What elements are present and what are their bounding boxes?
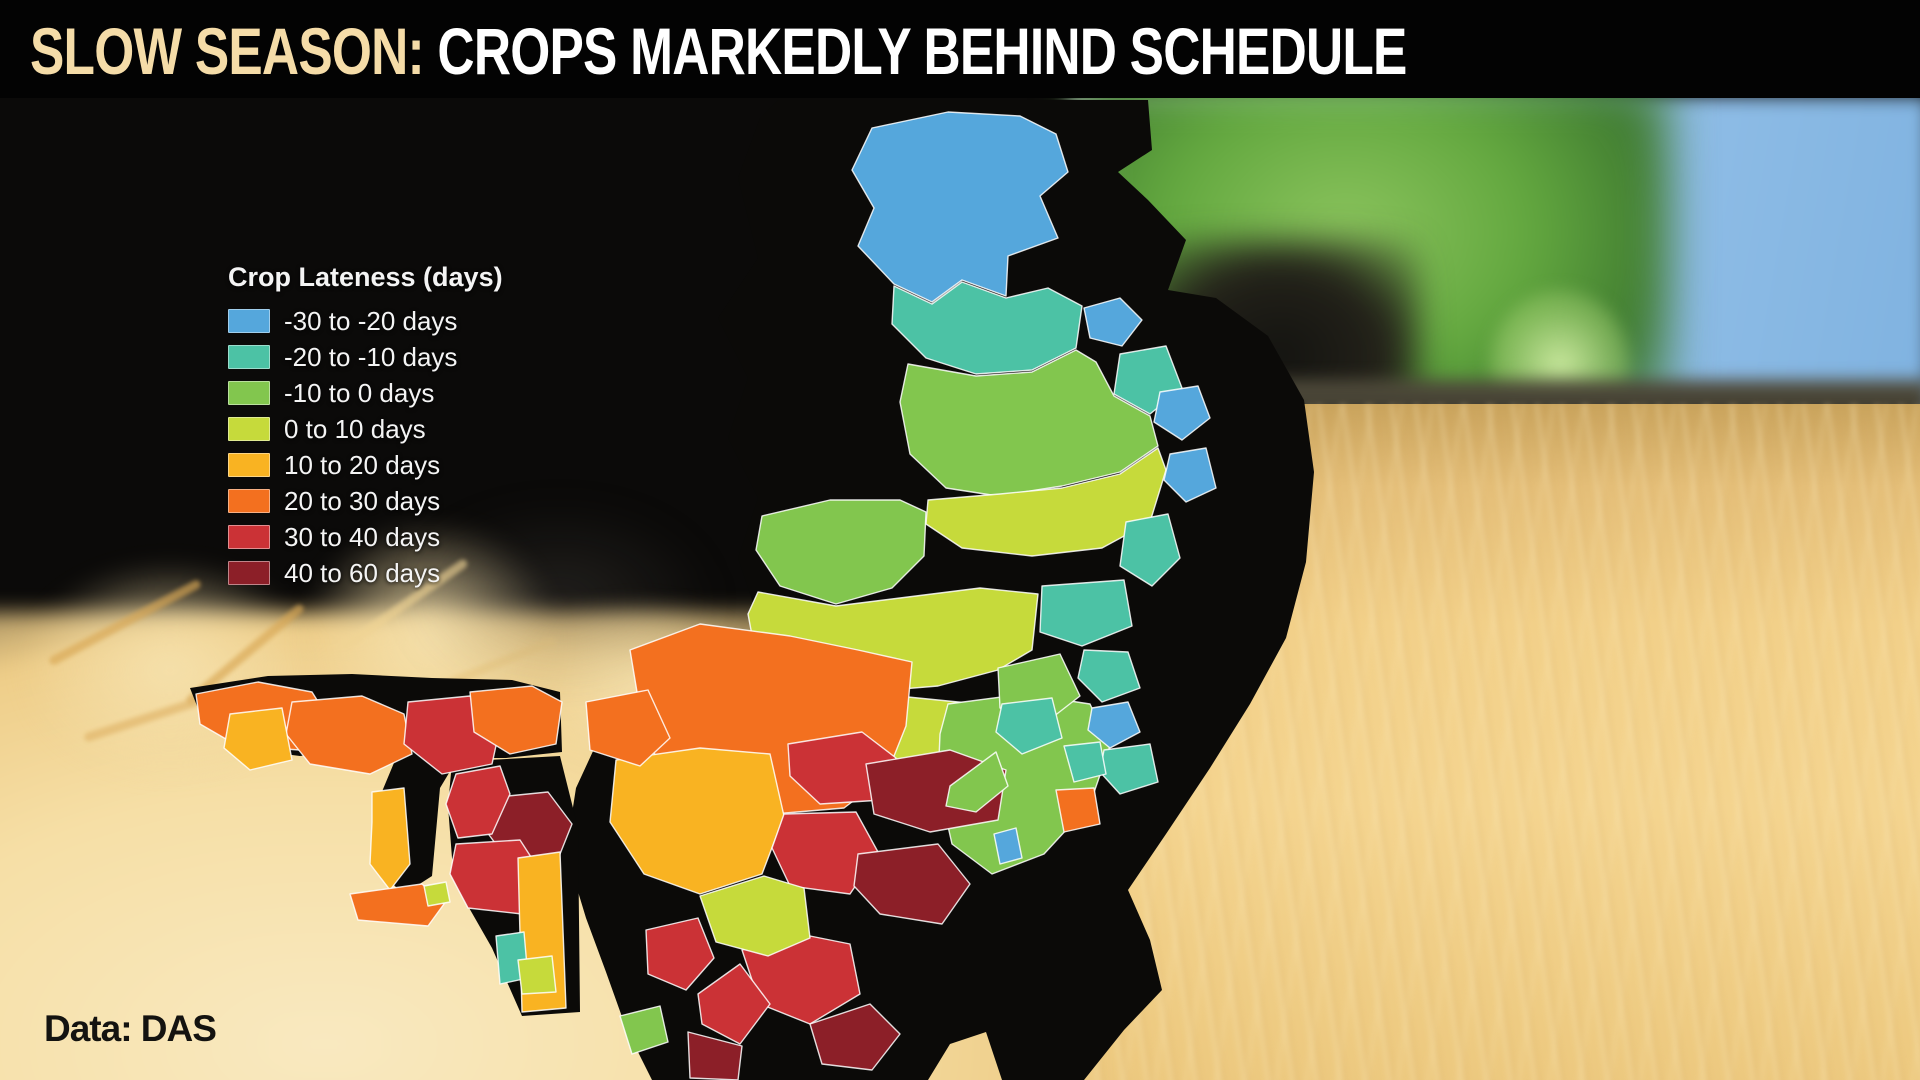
map-region (445, 765, 511, 839)
legend-label: -30 to -20 days (284, 305, 458, 336)
map-region (697, 963, 771, 1045)
legend-swatch (228, 453, 270, 477)
map-region (1055, 787, 1101, 833)
map-region (891, 281, 1083, 375)
map-region (1119, 513, 1181, 587)
map-region (469, 685, 563, 755)
map-region (1163, 447, 1217, 503)
map-region (925, 447, 1167, 557)
legend-swatch (228, 489, 270, 513)
map-region (771, 811, 879, 895)
map-region (1077, 649, 1141, 703)
map-legend: Crop Lateness (days) -30 to -20 days -20 … (228, 262, 503, 591)
legend-label: 20 to 30 days (284, 485, 441, 516)
map-region (1087, 701, 1141, 749)
data-source-label: Data: DAS (44, 1008, 217, 1049)
page-title: SLOW SEASON: CROPS MARKEDLY BEHIND SCHED… (30, 0, 1407, 98)
legend-item-3: 0 to 10 days (228, 411, 503, 447)
map-region (687, 1031, 743, 1080)
legend-item-0: -30 to -20 days (228, 303, 503, 339)
legend-item-2: -10 to 0 days (228, 375, 503, 411)
legend-item-7: 40 to 60 days (228, 555, 503, 591)
legend-item-4: 10 to 20 days (228, 447, 503, 483)
map-region (1153, 385, 1211, 441)
legend-item-1: -20 to -10 days (228, 339, 503, 375)
map-region (899, 349, 1159, 497)
map-region (349, 883, 445, 927)
map-region (1039, 579, 1133, 647)
title-highlight: SLOW SEASON: (30, 14, 425, 88)
map-region (809, 1003, 901, 1071)
legend-swatch (228, 417, 270, 441)
map-region (1083, 297, 1143, 347)
legend-swatch (228, 309, 270, 333)
legend-label: -20 to -10 days (284, 341, 458, 372)
legend-title: Crop Lateness (days) (228, 262, 503, 292)
map-region (223, 707, 293, 771)
map-region (517, 955, 557, 995)
legend-swatch (228, 561, 270, 585)
map-region (995, 697, 1063, 755)
legend-item-5: 20 to 30 days (228, 483, 503, 519)
map-region (585, 689, 671, 767)
regions-group (195, 111, 1217, 1080)
map-region (993, 827, 1023, 865)
map-region (755, 499, 927, 605)
map-region (423, 881, 451, 907)
legend-swatch (228, 381, 270, 405)
legend-label: 30 to 40 days (284, 521, 441, 552)
legend-item-6: 30 to 40 days (228, 519, 503, 555)
legend-swatch (228, 525, 270, 549)
legend-label: 40 to 60 days (284, 557, 441, 588)
map-region (645, 917, 715, 991)
map-region (699, 875, 811, 957)
map-region (1063, 741, 1107, 783)
title-bar: SLOW SEASON: CROPS MARKEDLY BEHIND SCHED… (0, 0, 1920, 98)
title-rest: CROPS MARKEDLY BEHIND SCHEDULE (423, 14, 1407, 88)
legend-label: 10 to 20 days (284, 449, 441, 480)
map-region (619, 1005, 669, 1055)
map-region (285, 695, 413, 775)
map-region (853, 843, 971, 925)
map-region (851, 111, 1069, 303)
legend-rows: -30 to -20 days -20 to -10 days -10 to 0 d… (228, 303, 503, 591)
map-region (945, 751, 1009, 813)
legend-label: -10 to 0 days (284, 377, 435, 408)
legend-label: 0 to 10 days (284, 413, 426, 444)
legend-swatch (228, 345, 270, 369)
map-region (609, 747, 785, 895)
